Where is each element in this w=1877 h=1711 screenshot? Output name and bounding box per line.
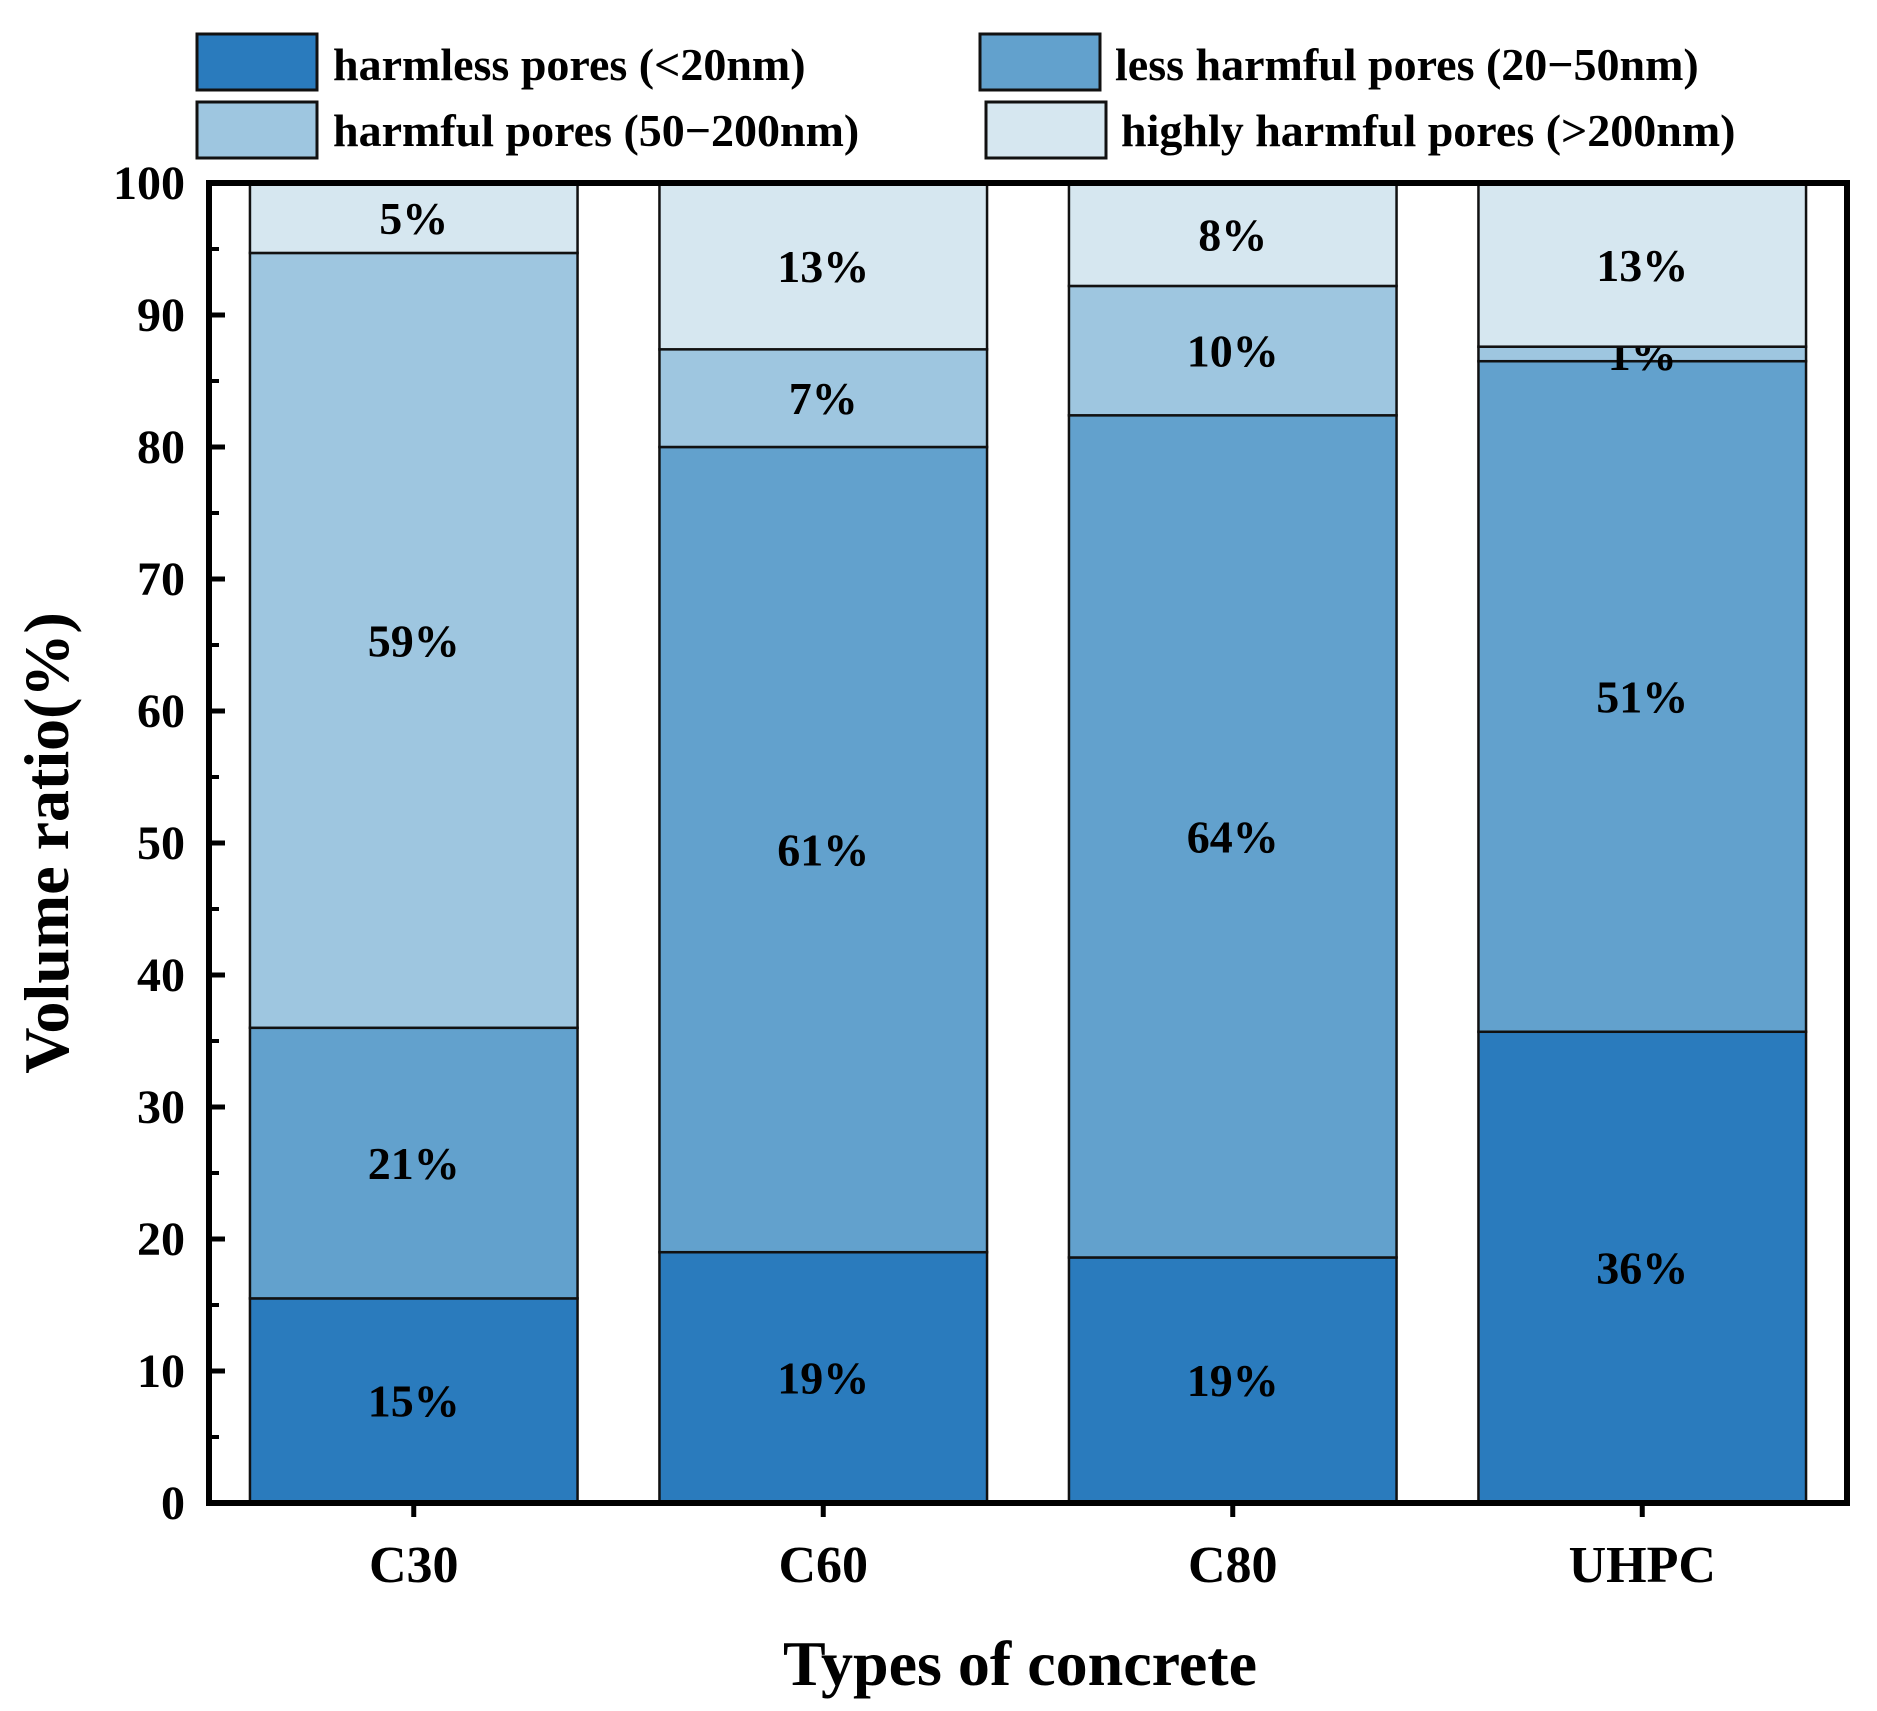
legend-label-series-3: harmful pores (50−200nm): [333, 105, 859, 156]
data-label-c60-series-4: 13%: [777, 241, 869, 292]
data-label-c30-series-4: 5%: [379, 193, 448, 244]
y-tick-label: 70: [137, 553, 185, 606]
data-label-uhpc-series-2: 51%: [1596, 671, 1688, 722]
data-label-uhpc-series-4: 13%: [1596, 240, 1688, 291]
x-tick-label-c30: C30: [369, 1537, 459, 1594]
y-tick-label: 60: [137, 685, 185, 738]
x-tick-label-c80: C80: [1188, 1537, 1278, 1594]
y-tick-label: 30: [137, 1081, 185, 1134]
x-tick-label-uhpc: UHPC: [1569, 1537, 1716, 1594]
data-label-c30-series-3: 59%: [368, 615, 460, 666]
y-tick-label: 50: [137, 817, 185, 870]
data-label-c80-series-2: 64%: [1187, 811, 1279, 862]
x-axis-title: Types of concrete: [783, 1628, 1257, 1699]
y-tick-label: 10: [137, 1345, 185, 1398]
y-tick-label: 80: [137, 421, 185, 474]
data-label-c60-series-1: 19%: [777, 1353, 869, 1404]
y-tick-label: 40: [137, 949, 185, 1002]
data-label-uhpc-series-1: 36%: [1596, 1242, 1688, 1293]
x-axis: C30 C60 C80 UHPC: [369, 1503, 1716, 1594]
y-axis-title: Volume ratio(%): [11, 612, 82, 1074]
data-label-c30-series-1: 15%: [368, 1376, 460, 1427]
y-tick-label: 90: [137, 289, 185, 342]
legend-label-series-4: highly harmful pores (>200nm): [1121, 105, 1735, 156]
legend-swatch-series-3: [197, 102, 317, 158]
x-tick-label-c60: C60: [778, 1537, 868, 1594]
y-tick-label: 100: [113, 157, 185, 210]
legend-swatch-series-2: [980, 34, 1100, 90]
legend-swatch-series-1: [197, 34, 317, 90]
data-label-c80-series-4: 8%: [1198, 209, 1267, 260]
legend-label-series-2: less harmful pores (20−50nm): [1115, 39, 1699, 90]
legend: harmless pores (<20nm) less harmful pores…: [197, 34, 1735, 158]
data-label-c30-series-2: 21%: [368, 1138, 460, 1189]
y-tick-label: 20: [137, 1213, 185, 1266]
data-label-c80-series-1: 19%: [1187, 1355, 1279, 1406]
stacked-bar-chart: harmless pores (<20nm) less harmful pores…: [0, 0, 1877, 1711]
data-label-c60-series-3: 7%: [789, 373, 858, 424]
bars: 15% 21% 59% 5% 19% 61% 7% 13% 19% 64% 10% 8% 36% 51% 1…: [250, 183, 1806, 1503]
legend-swatch-series-4: [986, 102, 1106, 158]
y-tick-label: 0: [161, 1477, 185, 1530]
data-label-c80-series-3: 10%: [1187, 326, 1279, 377]
legend-label-series-1: harmless pores (<20nm): [333, 39, 806, 90]
data-label-c60-series-2: 61%: [777, 825, 869, 876]
